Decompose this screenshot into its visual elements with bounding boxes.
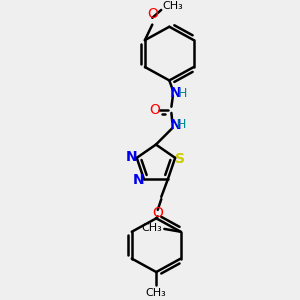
Text: N: N [126,150,137,164]
Text: S: S [175,152,184,166]
Text: O: O [150,103,160,117]
Text: CH₃: CH₃ [146,288,166,298]
Text: H: H [178,87,187,100]
Text: CH₃: CH₃ [163,1,183,11]
Text: O: O [152,206,163,220]
Text: N: N [170,86,182,100]
Text: CH₃: CH₃ [141,223,162,232]
Text: H: H [177,118,187,131]
Text: N: N [169,118,181,132]
Text: O: O [147,7,158,21]
Text: N: N [133,173,145,187]
